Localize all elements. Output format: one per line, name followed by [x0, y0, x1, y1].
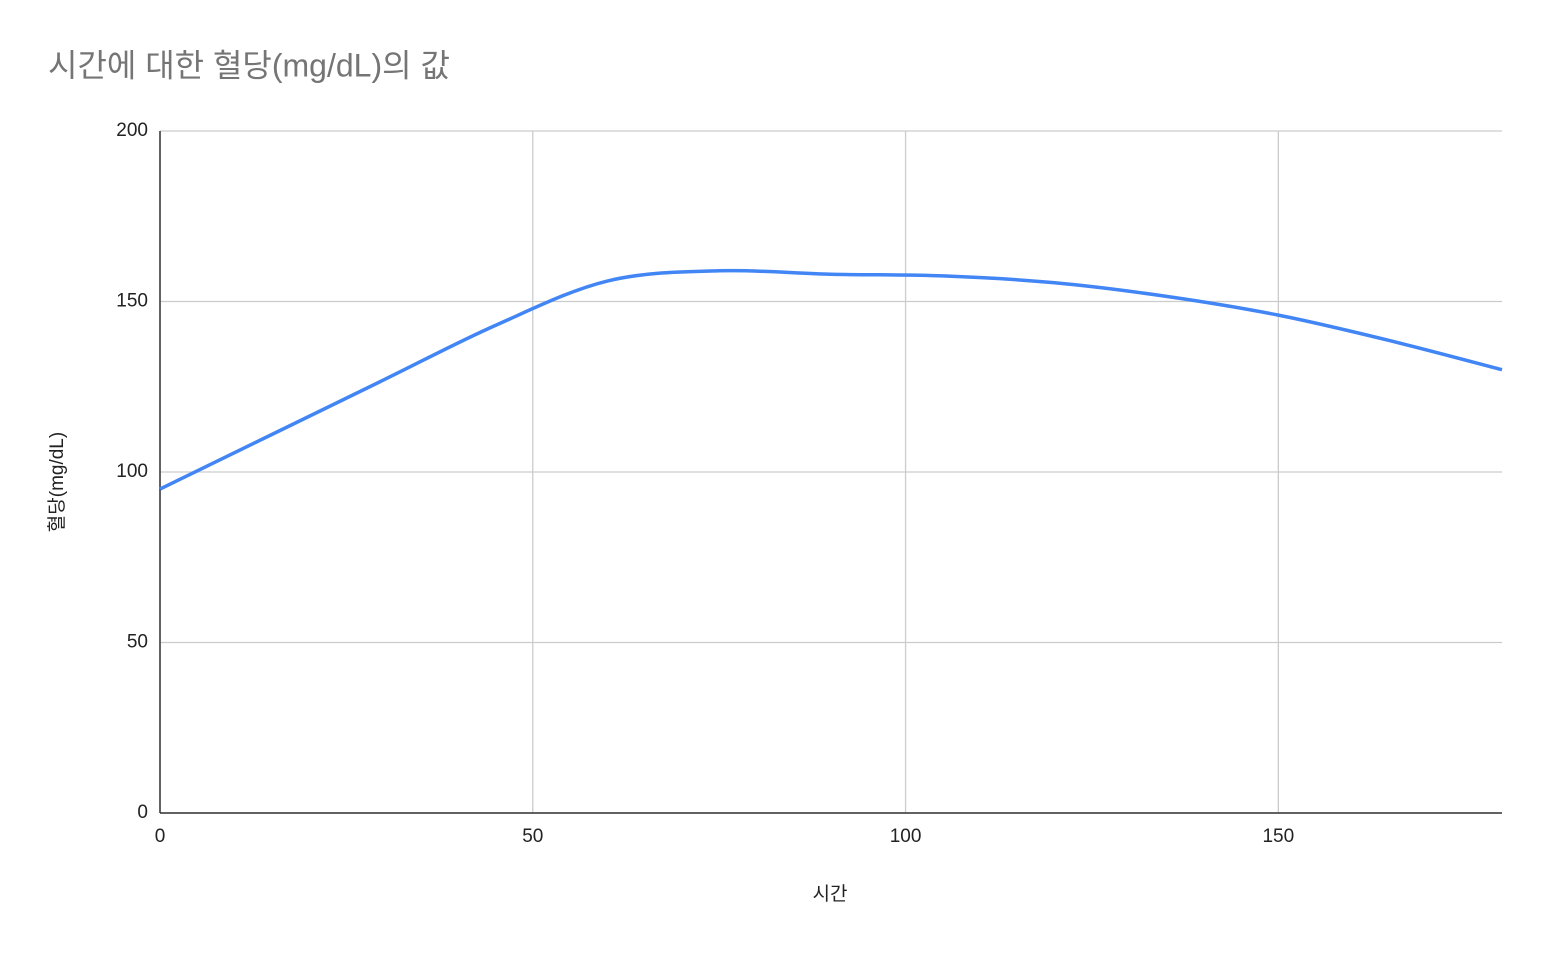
- y-tick-label: 50: [127, 632, 148, 653]
- x-tick-label: 0: [155, 826, 166, 847]
- y-tick-label: 200: [116, 120, 148, 141]
- x-tick-label: 50: [522, 826, 543, 847]
- data-line: [159, 268, 1503, 491]
- x-tick-label: 100: [890, 826, 922, 847]
- y-tick-label: 100: [116, 461, 148, 482]
- y-tick-label: 150: [116, 291, 148, 312]
- y-axis-label: 혈당(mg/dL): [46, 432, 68, 532]
- x-tick-label: 150: [1262, 826, 1294, 847]
- chart-title: 시간에 대한 혈당(mg/dL)의 값: [48, 47, 450, 83]
- x-axis-label: 시간: [813, 883, 848, 905]
- y-tick-label: 0: [137, 802, 148, 823]
